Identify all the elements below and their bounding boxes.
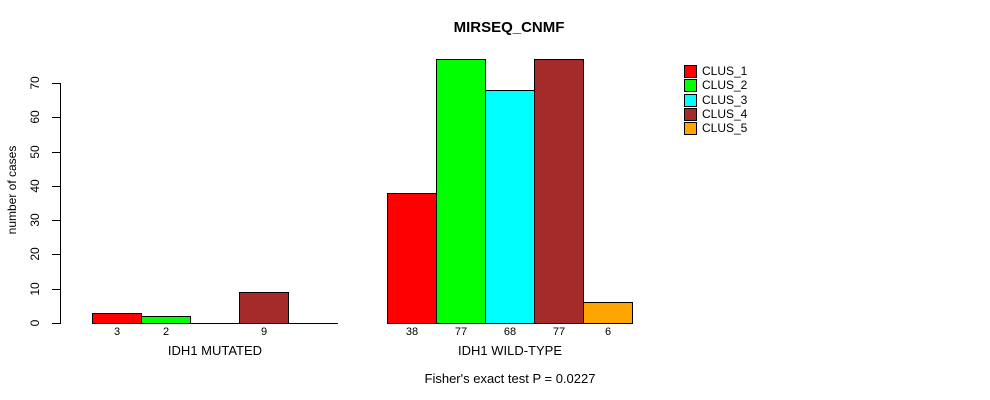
bar-value-label: 38 — [405, 326, 419, 338]
y-axis-tick — [52, 83, 60, 84]
bar-clus-4-idh1-wild-type — [534, 59, 584, 324]
y-tick-label: 10 — [28, 282, 42, 296]
y-axis-line — [60, 83, 61, 324]
legend-swatch-clus-4 — [684, 108, 697, 121]
bar-clus-4-idh1-mutated — [239, 292, 289, 324]
bar-value-label: 77 — [454, 326, 468, 338]
bar-clus-1-idh1-mutated — [92, 313, 142, 324]
y-tick-label: 60 — [28, 110, 42, 124]
y-tick-label: 50 — [28, 145, 42, 159]
bar-value-label: 2 — [162, 326, 170, 338]
bar-value-label: 3 — [113, 326, 121, 338]
legend-item-label: CLUS_1 — [702, 64, 748, 78]
y-axis-tick — [52, 152, 60, 153]
bar-value-label: 9 — [260, 326, 268, 338]
legend-item-label: CLUS_3 — [702, 93, 748, 107]
bar-value-label: 6 — [604, 326, 612, 338]
fisher-test-note: Fisher's exact test P = 0.0227 — [424, 371, 596, 386]
legend-swatch-clus-3 — [684, 94, 697, 107]
y-axis-tick — [52, 289, 60, 290]
legend-item-label: CLUS_5 — [702, 121, 748, 135]
bar-clus-2-idh1-mutated — [141, 316, 191, 324]
chart-title: MIRSEQ_CNMF — [453, 19, 565, 36]
legend-swatch-clus-5 — [684, 122, 697, 135]
y-axis-tick — [52, 254, 60, 255]
y-axis-tick — [52, 323, 60, 324]
y-axis-tick — [52, 186, 60, 187]
bar-clus-3-idh1-wild-type — [485, 90, 535, 324]
y-tick-label: 0 — [28, 319, 42, 327]
y-tick-label: 30 — [28, 213, 42, 227]
y-tick-label: 20 — [28, 247, 42, 261]
y-axis-tick — [52, 220, 60, 221]
x-group-label-idh1-wild-type: IDH1 WILD-TYPE — [457, 343, 563, 358]
y-axis-tick — [52, 117, 60, 118]
bar-clus-5-idh1-wild-type — [583, 302, 633, 324]
legend-item-label: CLUS_2 — [702, 78, 748, 92]
y-tick-label: 70 — [28, 76, 42, 90]
legend-swatch-clus-2 — [684, 79, 697, 92]
bar-clus-1-idh1-wild-type — [387, 193, 437, 324]
x-group-label-idh1-mutated: IDH1 MUTATED — [167, 343, 263, 358]
y-tick-label: 40 — [28, 179, 42, 193]
bar-value-label: 68 — [503, 326, 517, 338]
y-axis-label: number of cases — [5, 145, 19, 235]
bar-clus-2-idh1-wild-type — [436, 59, 486, 324]
bar-value-label: 77 — [552, 326, 566, 338]
legend-swatch-clus-1 — [684, 65, 697, 78]
x-axis-baseline — [92, 323, 338, 324]
legend-item-label: CLUS_4 — [702, 107, 748, 121]
